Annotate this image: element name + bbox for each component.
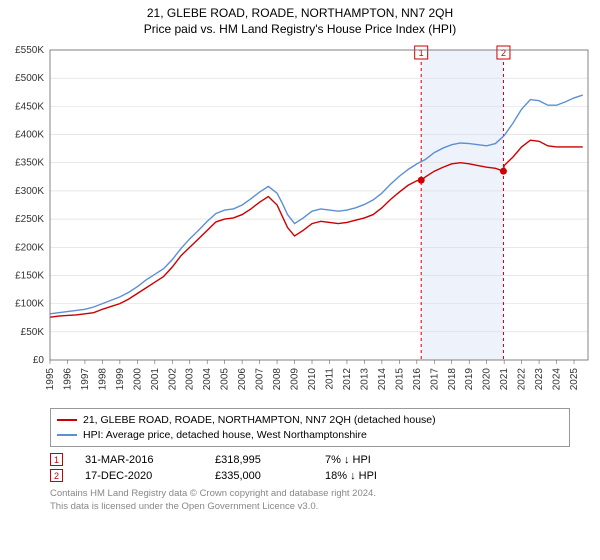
svg-text:2023: 2023 bbox=[534, 368, 545, 391]
legend-swatch bbox=[57, 419, 77, 421]
sale-delta: 18% ↓ HPI bbox=[325, 470, 425, 482]
sale-row: 1 31-MAR-2016£318,9957% ↓ HPI bbox=[50, 453, 570, 466]
svg-text:£100K: £100K bbox=[15, 299, 44, 310]
svg-text:2016: 2016 bbox=[412, 368, 423, 391]
footnote-line1: Contains HM Land Registry data © Crown c… bbox=[50, 488, 570, 500]
sale-marker: 2 bbox=[50, 469, 63, 482]
svg-text:1996: 1996 bbox=[62, 368, 73, 391]
legend-label: HPI: Average price, detached house, West… bbox=[83, 428, 367, 443]
svg-text:2007: 2007 bbox=[255, 368, 266, 391]
svg-text:1997: 1997 bbox=[80, 368, 91, 391]
svg-text:2022: 2022 bbox=[517, 368, 528, 391]
legend: 21, GLEBE ROAD, ROADE, NORTHAMPTON, NN7 … bbox=[50, 408, 570, 447]
svg-text:£500K: £500K bbox=[15, 73, 44, 84]
svg-text:£250K: £250K bbox=[15, 214, 44, 225]
svg-text:2004: 2004 bbox=[202, 368, 213, 391]
svg-text:2024: 2024 bbox=[552, 368, 563, 391]
legend-swatch bbox=[57, 434, 77, 436]
title-address: 21, GLEBE ROAD, ROADE, NORTHAMPTON, NN7 … bbox=[0, 6, 600, 20]
svg-text:2014: 2014 bbox=[377, 368, 388, 391]
price-chart: £0 £50K £100K £150K £200K £250K £300K £350K £400… bbox=[0, 40, 600, 400]
legend-item: HPI: Average price, detached house, West… bbox=[57, 428, 563, 443]
svg-text:2006: 2006 bbox=[237, 368, 248, 391]
svg-text:1995: 1995 bbox=[45, 368, 56, 391]
svg-text:2003: 2003 bbox=[185, 368, 196, 391]
svg-text:2010: 2010 bbox=[307, 368, 318, 391]
svg-text:2000: 2000 bbox=[132, 368, 143, 391]
svg-text:1998: 1998 bbox=[97, 368, 108, 391]
svg-text:2013: 2013 bbox=[359, 368, 370, 391]
sale-date: 31-MAR-2016 bbox=[85, 454, 215, 466]
sale-row: 2 17-DEC-2020£335,00018% ↓ HPI bbox=[50, 469, 570, 482]
svg-text:£150K: £150K bbox=[15, 270, 44, 281]
svg-text:£0: £0 bbox=[33, 355, 45, 366]
svg-text:2018: 2018 bbox=[447, 368, 458, 391]
svg-text:2021: 2021 bbox=[499, 368, 510, 391]
svg-text:2009: 2009 bbox=[290, 368, 301, 391]
svg-text:£350K: £350K bbox=[15, 158, 44, 169]
sale-marker: 1 bbox=[50, 453, 63, 466]
svg-text:£450K: £450K bbox=[15, 101, 44, 112]
svg-text:2002: 2002 bbox=[167, 368, 178, 391]
sale-date: 17-DEC-2020 bbox=[85, 470, 215, 482]
svg-text:2012: 2012 bbox=[342, 368, 353, 391]
svg-text:1: 1 bbox=[419, 48, 424, 58]
sale-delta: 7% ↓ HPI bbox=[325, 454, 425, 466]
sale-price: £318,995 bbox=[215, 454, 325, 466]
svg-text:£200K: £200K bbox=[15, 242, 44, 253]
svg-text:2005: 2005 bbox=[220, 368, 231, 391]
svg-text:2015: 2015 bbox=[394, 368, 405, 391]
svg-text:£300K: £300K bbox=[15, 186, 44, 197]
sale-price: £335,000 bbox=[215, 470, 325, 482]
svg-text:2011: 2011 bbox=[324, 368, 335, 390]
footnote-line2: This data is licensed under the Open Gov… bbox=[50, 501, 570, 513]
svg-text:2020: 2020 bbox=[482, 368, 493, 391]
svg-text:2019: 2019 bbox=[464, 368, 475, 391]
title-subtitle: Price paid vs. HM Land Registry's House … bbox=[0, 22, 600, 36]
svg-text:2025: 2025 bbox=[569, 368, 580, 391]
footnote: Contains HM Land Registry data © Crown c… bbox=[50, 488, 570, 513]
legend-item: 21, GLEBE ROAD, ROADE, NORTHAMPTON, NN7 … bbox=[57, 413, 563, 428]
svg-text:2001: 2001 bbox=[150, 368, 161, 391]
legend-label: 21, GLEBE ROAD, ROADE, NORTHAMPTON, NN7 … bbox=[83, 413, 436, 428]
svg-text:2008: 2008 bbox=[272, 368, 283, 391]
svg-text:£400K: £400K bbox=[15, 130, 44, 141]
svg-text:£50K: £50K bbox=[21, 327, 45, 338]
svg-text:2: 2 bbox=[501, 48, 506, 58]
svg-text:2017: 2017 bbox=[429, 368, 440, 391]
svg-text:£550K: £550K bbox=[15, 45, 44, 56]
svg-text:1999: 1999 bbox=[115, 368, 126, 391]
sales-table: 1 31-MAR-2016£318,9957% ↓ HPI 2 17-DEC-2020… bbox=[50, 453, 570, 482]
